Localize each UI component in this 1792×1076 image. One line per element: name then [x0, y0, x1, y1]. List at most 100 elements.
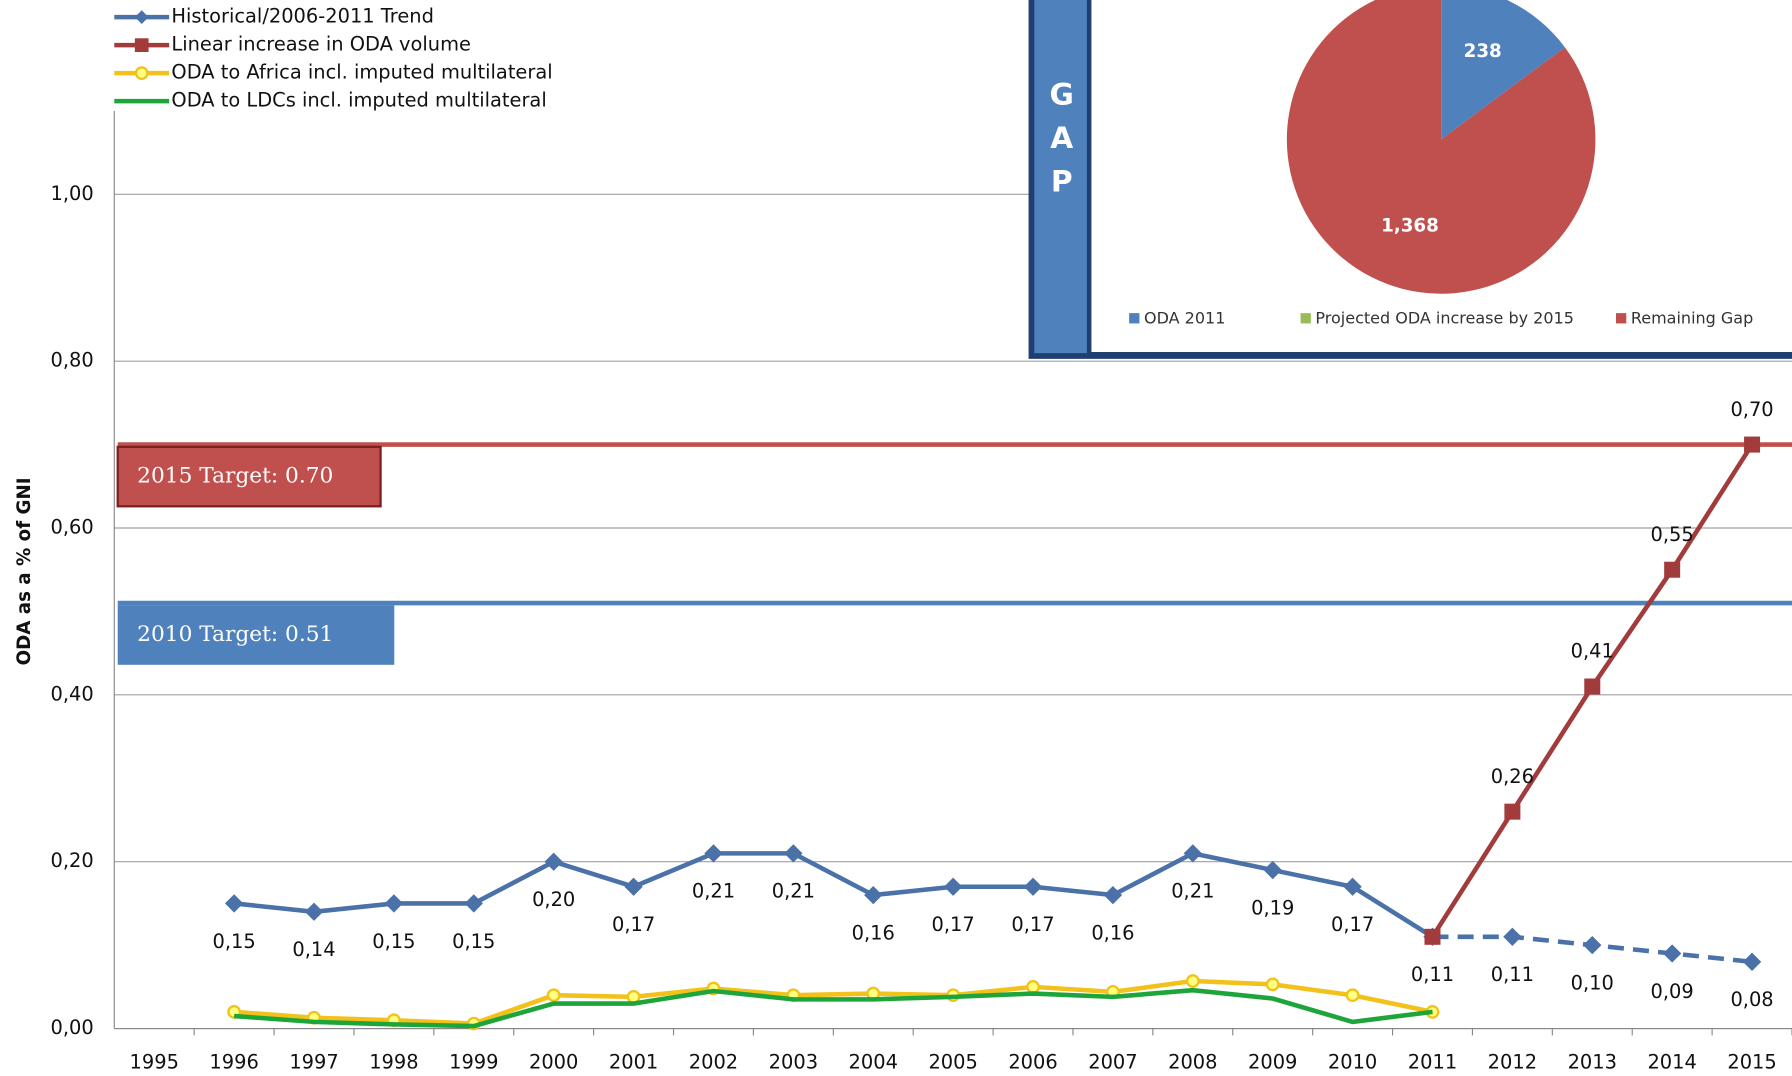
y-axis-title: ODA as a % of GNI	[14, 477, 35, 665]
marker	[1265, 977, 1280, 992]
gap-letter: P	[1051, 164, 1073, 199]
marker	[1504, 803, 1521, 820]
x-tick-label: 1998	[369, 1050, 418, 1073]
target-box: 2010 Target: 0.51	[117, 605, 395, 665]
marker	[1744, 436, 1761, 453]
data-label: 0,10	[1571, 972, 1614, 995]
x-tick-label: 2006	[1008, 1050, 1057, 1073]
pie-slice	[1441, 0, 1565, 140]
y-tick-label: 0,80	[50, 349, 93, 372]
marker	[1742, 952, 1762, 971]
series-line	[233, 987, 1433, 1029]
data-label: 0,17	[612, 913, 655, 936]
marker	[864, 885, 883, 905]
data-label: 0,11	[1491, 963, 1534, 986]
pie-slice	[1286, 0, 1596, 294]
target-label: 2010 Target: 0.51	[137, 622, 333, 647]
series-line	[233, 978, 1433, 1026]
y-tick-label: 0,00	[50, 1016, 93, 1039]
marker	[1503, 927, 1522, 946]
marker	[1023, 877, 1043, 896]
marker	[1183, 844, 1202, 863]
gap-letter: G	[1050, 78, 1074, 113]
data-label: 0,17	[932, 913, 975, 936]
marker	[704, 844, 723, 863]
legend-swatch	[1129, 313, 1140, 324]
data-label: 0,21	[692, 880, 735, 903]
data-label: 0,15	[452, 930, 495, 953]
legend-swatch	[1300, 313, 1311, 324]
y-tick-label: 0,20	[50, 849, 93, 872]
data-label: 0,15	[372, 930, 415, 953]
legend-label: Linear increase in ODA volume	[171, 33, 471, 56]
data-label: 0,17	[1011, 913, 1054, 936]
legend-swatch	[1616, 313, 1627, 324]
data-label: 0,14	[292, 938, 335, 961]
marker	[304, 902, 324, 921]
marker	[624, 877, 643, 896]
x-tick-label: 2008	[1168, 1050, 1217, 1073]
target-box-bg	[117, 605, 395, 665]
data-label: 0,16	[852, 921, 895, 944]
x-tick-label: 2001	[609, 1050, 658, 1073]
data-label: 0,16	[1091, 921, 1134, 944]
target-box-bg	[116, 445, 382, 508]
marker	[1103, 885, 1123, 905]
target-label: 2015 Target: 0.70	[137, 464, 333, 489]
x-tick-label: 2005	[928, 1050, 977, 1073]
x-tick-label: 2000	[529, 1050, 578, 1073]
marker	[1583, 936, 1602, 955]
data-label: 0,11	[1411, 963, 1454, 986]
y-tick-label: 0,60	[50, 515, 93, 538]
legend-label: Historical/2006-2011 Trend	[171, 5, 433, 28]
legend-marker	[134, 66, 149, 80]
x-tick-label: 2011	[1408, 1050, 1457, 1073]
pie-label: 238	[1464, 41, 1502, 62]
data-label: 0,15	[213, 930, 256, 953]
data-label: 0,41	[1571, 640, 1614, 663]
series-line	[233, 850, 1434, 939]
pie-label: 1,368	[1381, 216, 1439, 237]
data-label: 0,70	[1730, 398, 1773, 421]
x-tick-label: 2010	[1328, 1050, 1377, 1073]
data-label: 0,55	[1651, 523, 1694, 546]
marker	[544, 852, 563, 871]
legend-label: Projected ODA increase by 2015	[1315, 308, 1573, 327]
marker	[1584, 678, 1601, 695]
x-tick-label: 1999	[449, 1050, 498, 1073]
data-label: 0,17	[1331, 913, 1374, 936]
y-tick-label: 1,00	[50, 182, 93, 205]
legend-marker	[134, 10, 149, 24]
data-label: 0,08	[1730, 988, 1773, 1011]
x-tick-label: 2007	[1088, 1050, 1137, 1073]
x-tick-label: 2012	[1488, 1050, 1537, 1073]
marker	[1424, 928, 1441, 945]
gap-bar	[1029, 0, 1092, 358]
x-tick-label: 2004	[849, 1050, 898, 1073]
marker	[1345, 988, 1360, 1003]
marker	[1343, 877, 1362, 896]
x-tick-label: 2014	[1647, 1050, 1696, 1073]
gap-letter: A	[1050, 121, 1073, 156]
data-label: 0,19	[1251, 896, 1294, 919]
marker	[464, 894, 483, 913]
x-tick-label: 2003	[769, 1050, 818, 1073]
target-box: 2015 Target: 0.70	[116, 445, 382, 508]
data-label: 0,20	[532, 888, 575, 911]
data-label: 0,21	[772, 880, 815, 903]
legend-label: ODA to Africa incl. imputed multilateral	[171, 61, 552, 84]
marker	[1664, 561, 1681, 578]
x-tick-label: 1997	[289, 1050, 338, 1073]
marker	[784, 844, 803, 863]
x-tick-label: 2009	[1248, 1050, 1297, 1073]
marker	[224, 894, 244, 913]
data-label: 0,21	[1171, 880, 1214, 903]
legend-label: Remaining Gap	[1631, 308, 1753, 327]
x-tick-label: 1995	[130, 1050, 179, 1073]
marker	[384, 894, 404, 913]
data-label: 0,09	[1651, 980, 1694, 1003]
x-tick-label: 2015	[1727, 1050, 1776, 1073]
marker	[1026, 979, 1040, 994]
x-tick-label: 1996	[209, 1050, 258, 1073]
